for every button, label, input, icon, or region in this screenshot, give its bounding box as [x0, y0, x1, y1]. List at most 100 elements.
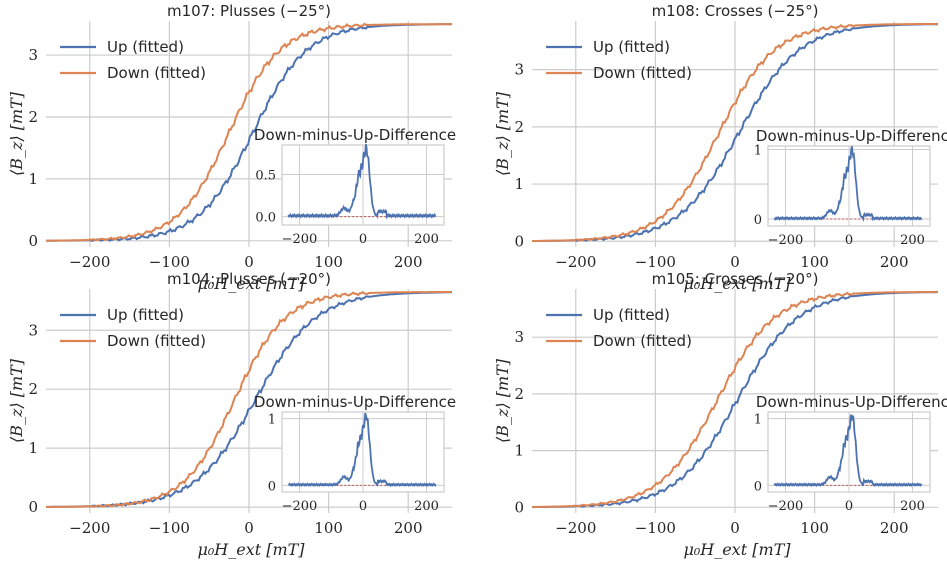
- y-tick-label: 3: [514, 328, 524, 346]
- inset-y-tick-label: 0: [754, 213, 762, 228]
- inset-x-tick-label: 200: [900, 499, 925, 514]
- panel-title: m105: Crosses (−20°): [652, 270, 819, 288]
- legend-entry: Down (fitted): [107, 332, 206, 350]
- inset-title: Down-minus-Up-Difference: [756, 127, 947, 145]
- x-tick-label: 200: [880, 519, 909, 537]
- inset-title: Down-minus-Up-Difference: [756, 393, 947, 411]
- inset-y-tick-label: 1: [754, 413, 762, 428]
- x-axis-label: μ₀H_ext [mT]: [683, 540, 791, 559]
- inset-difference: −200 0 200 0 1 Down-minus-Up-Difference: [254, 393, 456, 514]
- x-tick-label: 100: [314, 253, 343, 271]
- legend-entry: Up (fitted): [593, 38, 670, 56]
- inset-y-tick-label: 0: [754, 479, 762, 494]
- y-tick-label: 0: [28, 232, 38, 250]
- y-tick-label: 1: [28, 439, 38, 457]
- legend-entry: Down (fitted): [593, 332, 692, 350]
- y-tick-label: 2: [28, 108, 38, 126]
- legend: Up (fitted) Down (fitted): [60, 38, 206, 82]
- inset-y-tick-label: 0.5: [255, 168, 276, 183]
- legend-entry: Down (fitted): [107, 64, 206, 82]
- x-tick-label: 0: [244, 253, 254, 271]
- y-tick-label: 1: [514, 442, 524, 460]
- inset-title: Down-minus-Up-Difference: [254, 126, 456, 144]
- inset-x-tick-label: −200: [768, 499, 804, 514]
- x-tick-label: 100: [800, 253, 829, 271]
- series-up-line: [532, 291, 938, 509]
- x-tick-label: −100: [149, 519, 190, 537]
- panel-title: m104: Plusses (−20°): [167, 270, 331, 288]
- y-tick-label: 1: [514, 175, 524, 193]
- series-down-line: [532, 290, 938, 508]
- inset-x-tick-label: 200: [900, 233, 925, 248]
- x-tick-label: −200: [555, 253, 596, 271]
- inset-x-tick-label: −200: [282, 232, 318, 247]
- legend: Up (fitted) Down (fitted): [546, 38, 692, 82]
- inset-difference-line: [287, 144, 437, 220]
- panel-title: m108: Crosses (−25°): [652, 2, 819, 20]
- inset-x-tick-label: 200: [414, 232, 439, 247]
- y-tick-label: 0: [514, 232, 524, 250]
- inset-x-tick-label: 0: [359, 232, 367, 247]
- y-tick-label: 2: [514, 385, 524, 403]
- legend-entry: Up (fitted): [107, 38, 184, 56]
- y-tick-label: 3: [28, 46, 38, 64]
- inset-x-tick-label: 0: [845, 499, 853, 514]
- panel-title: m107: Plusses (−25°): [167, 2, 331, 20]
- x-axis-label: μ₀H_ext [mT]: [683, 274, 791, 293]
- x-tick-label: 0: [730, 253, 740, 271]
- x-tick-label: 100: [314, 519, 343, 537]
- x-tick-label: −100: [635, 519, 676, 537]
- inset-x-tick-label: 0: [359, 499, 367, 514]
- inset-x-tick-label: −200: [768, 233, 804, 248]
- series-down-line: [532, 22, 938, 242]
- x-tick-label: −200: [555, 519, 596, 537]
- x-tick-label: −100: [635, 253, 676, 271]
- series-down-line: [46, 22, 452, 242]
- y-axis-label: ⟨B_z⟩ [mT]: [7, 91, 26, 176]
- x-axis-label: μ₀H_ext [mT]: [197, 274, 305, 293]
- x-tick-label: 0: [244, 519, 254, 537]
- y-tick-label: 1: [28, 170, 38, 188]
- panel-1: −200 −100 0 100 200 0 1 2 3 m107: Plusses (−25°) μ…: [7, 2, 456, 293]
- y-tick-label: 3: [514, 61, 524, 79]
- legend: Up (fitted) Down (fitted): [60, 306, 206, 350]
- x-tick-label: 200: [394, 253, 423, 271]
- y-tick-label: 3: [28, 321, 38, 339]
- legend-entry: Up (fitted): [593, 306, 670, 324]
- x-tick-label: −200: [69, 253, 110, 271]
- inset-difference-line: [773, 414, 923, 488]
- inset-y-tick-label: 1: [754, 143, 762, 158]
- y-tick-label: 2: [514, 118, 524, 136]
- x-tick-label: −200: [69, 519, 110, 537]
- series-down-line: [46, 290, 452, 508]
- legend-entry: Down (fitted): [593, 64, 692, 82]
- inset-title: Down-minus-Up-Difference: [254, 393, 456, 411]
- x-tick-label: −100: [149, 253, 190, 271]
- inset-x-tick-label: −200: [282, 499, 318, 514]
- x-tick-label: 200: [880, 253, 909, 271]
- y-tick-label: 2: [28, 380, 38, 398]
- x-axis-label: μ₀H_ext [mT]: [197, 540, 305, 559]
- legend: Up (fitted) Down (fitted): [546, 306, 692, 350]
- inset-x-tick-label: 200: [414, 499, 439, 514]
- y-axis-label: ⟨B_z⟩ [mT]: [7, 358, 26, 443]
- inset-y-tick-label: 1: [268, 413, 276, 428]
- inset-x-tick-label: 0: [845, 233, 853, 248]
- y-axis-label: ⟨B_z⟩ [mT]: [493, 358, 512, 443]
- x-tick-label: 100: [800, 519, 829, 537]
- legend-entry: Up (fitted): [107, 306, 184, 324]
- y-axis-label: ⟨B_z⟩ [mT]: [493, 91, 512, 176]
- inset-y-tick-label: 0: [268, 479, 276, 494]
- inset-difference-line: [773, 146, 923, 223]
- x-tick-label: 0: [730, 519, 740, 537]
- x-tick-label: 200: [394, 519, 423, 537]
- inset-difference: −200 0 200 0.0 0.5 Down-minus-Up-Difference: [254, 126, 456, 247]
- y-tick-label: 0: [514, 498, 524, 516]
- inset-difference-line: [287, 412, 437, 488]
- inset-difference: −200 0 200 0 1 Down-minus-Up-Difference: [754, 393, 947, 514]
